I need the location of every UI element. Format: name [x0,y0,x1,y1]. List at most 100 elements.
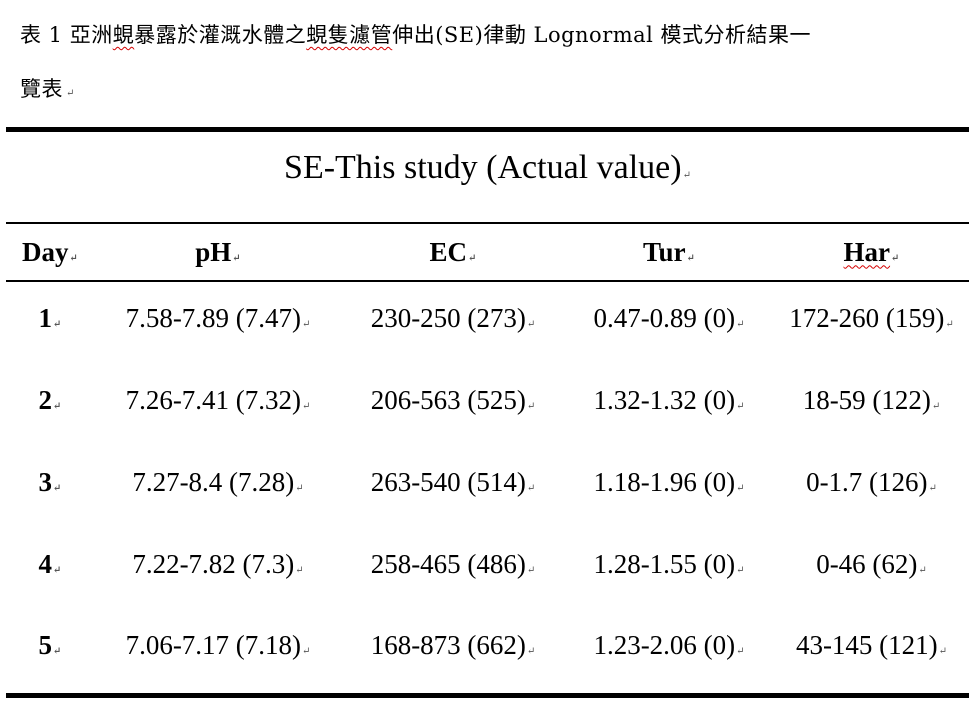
paragraph-mark: ↵ [302,318,311,330]
paragraph-mark: ↵ [931,400,941,412]
table-cell-har: 172-260 (159)↵ [774,303,969,334]
paragraph-mark: ↵ [686,252,695,264]
cell-value: 0-46 (62) [816,548,918,579]
table-cell-ec: 230-250 (273)↵ [342,303,564,334]
table-cell-tur: 1.18-1.96 (0)↵ [564,467,774,498]
table-row: 3↵ 7.27-8.4 (7.28)↵ 263-540 (514)↵ 1.18-1.9… [6,450,969,514]
cell-value: 206-563 (525) [370,384,526,415]
paragraph-mark: ↵ [526,564,536,576]
cell-value: 7.26-7.41 (7.32) [125,384,302,415]
caption-line-1: 表 1 亞洲蜆暴露於灌溉水體之蜆隻濾管伸出(SE)律動 Lognormal 模式… [20,8,960,62]
table-cell-tur: 1.28-1.55 (0)↵ [564,549,774,580]
cell-value: 263-540 (514) [370,466,526,497]
cell-value: 1 [38,302,53,333]
table-cell-day: 5↵ [6,630,94,661]
paragraph-mark: ↵ [682,170,691,181]
table-cell-tur: 1.23-2.06 (0)↵ [564,630,774,661]
paragraph-mark: ↵ [526,318,536,330]
cell-value: 1.23-2.06 (0) [593,629,736,660]
paragraph-mark: ↵ [736,645,745,657]
column-header-ec: EC↵ [342,237,564,268]
cell-value: 43-145 (121) [795,629,938,660]
paragraph-mark: ↵ [232,252,241,264]
column-header-label: EC [429,236,468,267]
paragraph-mark: ↵ [53,645,62,657]
caption-text-b: 蜆 [112,23,135,47]
table-cell-ph: 7.22-7.82 (7.3)↵ [94,549,342,580]
table-cell-ph: 7.26-7.41 (7.32)↵ [94,385,342,416]
cell-value: 2 [38,384,53,415]
cell-value: 3 [38,466,53,497]
table-header-row: Day↵ pH↵ EC↵ Tur↵ Har↵ [6,224,969,280]
cell-value: 7.06-7.17 (7.18) [125,629,302,660]
table-cell-ph: 7.27-8.4 (7.28)↵ [94,467,342,498]
table-bottom-rule [6,693,969,698]
paragraph-mark: ↵ [66,88,75,99]
table-cell-day: 3↵ [6,467,94,498]
paragraph-mark: ↵ [53,318,62,330]
table-cell-ph: 7.06-7.17 (7.18)↵ [94,630,342,661]
cell-value: 0-1.7 (126) [806,466,928,497]
table-row: 5↵ 7.06-7.17 (7.18)↵ 168-873 (662)↵ 1.23-2.… [6,613,969,677]
caption-text-d: 蜆隻濾管 [306,23,393,47]
table-cell-ec: 263-540 (514)↵ [342,467,564,498]
paragraph-mark: ↵ [736,400,745,412]
paragraph-mark: ↵ [53,482,62,494]
paragraph-mark: ↵ [928,482,937,494]
paragraph-mark: ↵ [526,645,536,657]
column-header-label: Tur [643,236,686,267]
paragraph-mark: ↵ [53,400,62,412]
table-cell-har: 18-59 (122)↵ [774,385,969,416]
paragraph-mark: ↵ [736,482,745,494]
table-top-rule [6,127,969,132]
paragraph-mark: ↵ [938,645,948,657]
table-cell-har: 0-1.7 (126)↵ [774,467,969,498]
paragraph-mark: ↵ [526,482,536,494]
cell-value: 1.18-1.96 (0) [593,466,736,497]
column-header-label: Day [22,236,69,267]
table-cell-ph: 7.58-7.89 (7.47)↵ [94,303,342,334]
table-cell-tur: 1.32-1.32 (0)↵ [564,385,774,416]
paragraph-mark: ↵ [468,252,477,264]
column-header-ph: pH↵ [94,237,342,268]
column-header-har: Har↵ [774,237,969,268]
table-row: 4↵ 7.22-7.82 (7.3)↵ 258-465 (486)↵ 1.28-1.5… [6,532,969,596]
caption-text-line2: 覽表 [20,77,63,101]
table-header-rule [6,280,969,282]
paragraph-mark: ↵ [891,252,900,264]
cell-value: 7.22-7.82 (7.3) [132,548,295,579]
column-header-tur: Tur↵ [564,237,774,268]
paragraph-mark: ↵ [918,564,927,576]
paragraph-mark: ↵ [295,564,304,576]
caption-line-2: 覽表 ↵ [20,62,960,121]
table-cell-day: 4↵ [6,549,94,580]
paragraph-mark: ↵ [53,564,62,576]
table-cell-day: 2↵ [6,385,94,416]
column-header-label: pH [195,236,232,267]
table-caption: 表 1 亞洲蜆暴露於灌溉水體之蜆隻濾管伸出(SE)律動 Lognormal 模式… [20,8,960,121]
table-row: 2↵ 7.26-7.41 (7.32)↵ 206-563 (525)↵ 1.32-1.… [6,368,969,432]
column-header-day: Day↵ [6,237,94,268]
cell-value: 0.47-0.89 (0) [593,302,736,333]
table-cell-har: 0-46 (62)↵ [774,549,969,580]
table-cell-ec: 206-563 (525)↵ [342,385,564,416]
cell-value: 1.32-1.32 (0) [593,384,736,415]
cell-value: 7.58-7.89 (7.47) [125,302,302,333]
paragraph-mark: ↵ [526,400,536,412]
paragraph-mark: ↵ [302,400,311,412]
table-cell-har: 43-145 (121)↵ [774,630,969,661]
cell-value: 172-260 (159) [789,302,945,333]
paragraph-mark: ↵ [302,645,311,657]
caption-text-c: 暴露於灌溉水體之 [134,23,307,47]
table-title-rule [6,222,969,224]
cell-value: 18-59 (122) [802,384,931,415]
cell-value: 258-465 (486) [370,548,526,579]
paragraph-mark: ↵ [736,318,745,330]
table-cell-ec: 258-465 (486)↵ [342,549,564,580]
cell-value: 230-250 (273) [370,302,526,333]
cell-value: 7.27-8.4 (7.28) [132,466,295,497]
column-header-label: Har [843,236,891,267]
table-cell-ec: 168-873 (662)↵ [342,630,564,661]
paragraph-mark: ↵ [945,318,954,330]
table-row: 1↵ 7.58-7.89 (7.47)↵ 230-250 (273)↵ 0.47-0.… [6,286,969,350]
